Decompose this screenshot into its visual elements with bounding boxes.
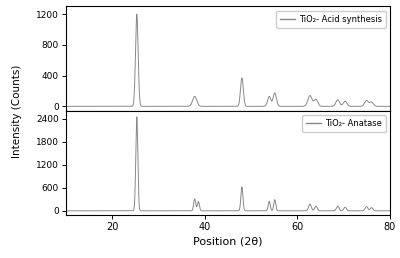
Legend: TiO₂- Anatase: TiO₂- Anatase: [302, 115, 386, 132]
X-axis label: Position (2θ): Position (2θ): [193, 237, 263, 247]
Text: Intensity (Counts): Intensity (Counts): [12, 64, 22, 158]
Legend: TiO₂- Acid synthesis: TiO₂- Acid synthesis: [276, 11, 386, 28]
